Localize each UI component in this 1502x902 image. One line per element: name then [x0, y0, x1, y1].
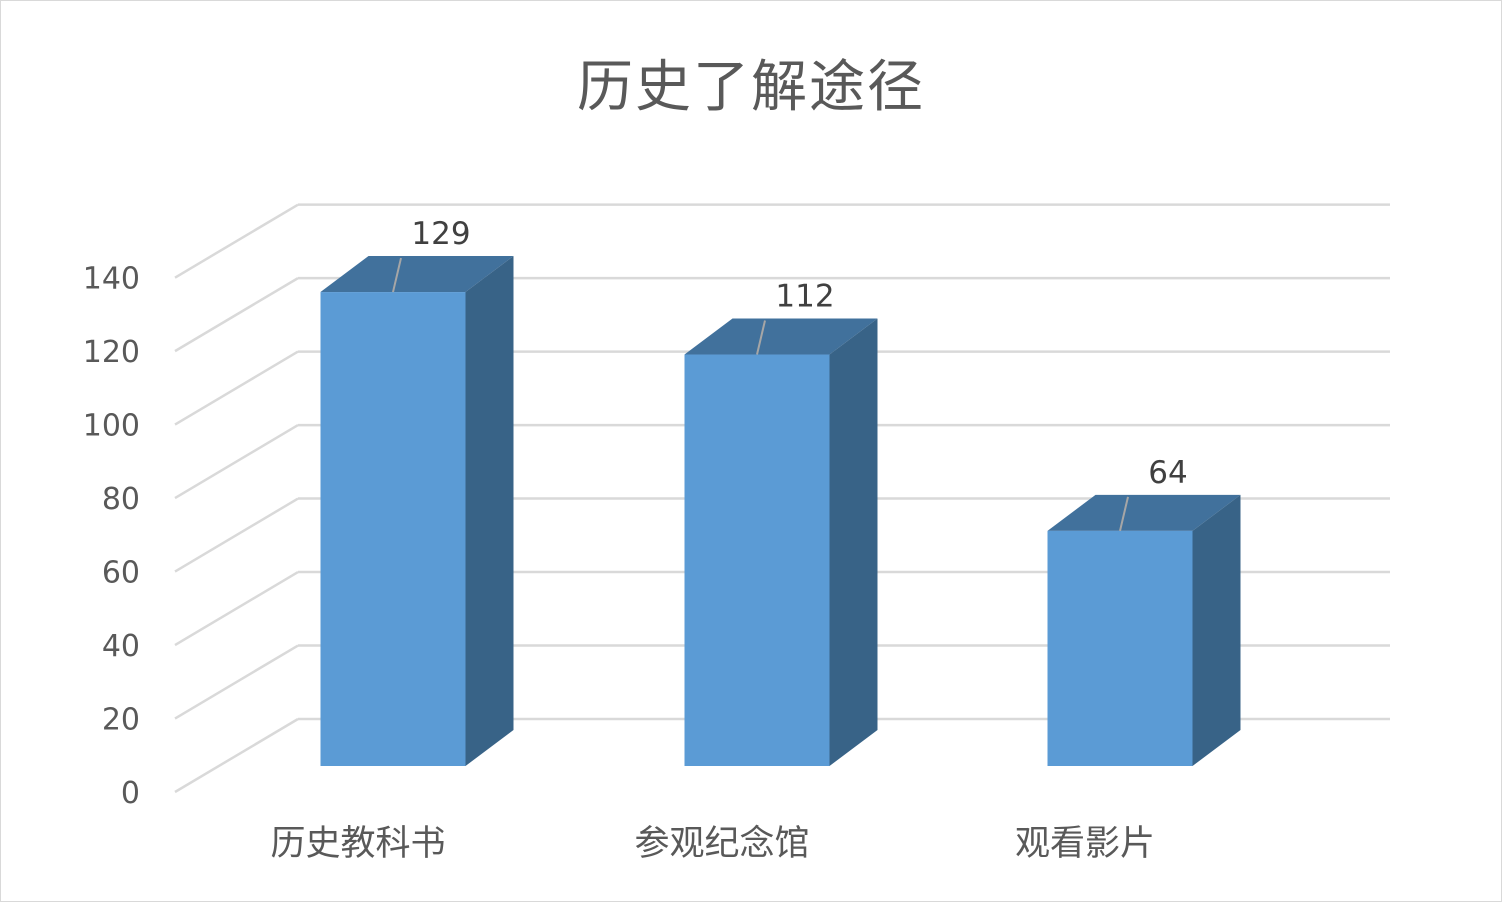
y-tick-label: 80	[102, 482, 140, 517]
gridline-depth-60	[174, 497, 299, 573]
y-tick-label: 100	[83, 409, 140, 444]
gridline-depth-40	[174, 570, 299, 647]
x-tick-label: 观看影片	[1015, 824, 1155, 864]
bar-side	[465, 256, 514, 766]
gridline-depth-80	[174, 424, 299, 500]
bar-side	[1192, 494, 1241, 766]
bar	[684, 354, 830, 766]
data-label-leader	[392, 257, 402, 293]
bar-top	[1047, 494, 1241, 531]
bar-top	[684, 318, 878, 355]
x-tick-label: 参观纪念馆	[634, 824, 809, 864]
chart-title: 历史了解途径	[577, 55, 925, 120]
y-tick-label: 20	[102, 703, 140, 738]
gridline-depth-140	[174, 203, 299, 279]
y-tick-label: 60	[102, 556, 140, 591]
gridline-depth-20	[174, 644, 299, 720]
y-tick-label: 120	[83, 335, 140, 370]
bar	[1047, 530, 1193, 766]
x-tick-label: 历史教科书	[270, 824, 445, 864]
y-tick-label: 40	[102, 629, 140, 664]
gridline-depth-0	[174, 717, 299, 794]
data-label: 129	[411, 216, 470, 252]
gridline-depth-120	[174, 277, 299, 353]
bar-side	[829, 318, 878, 766]
gridline-depth-100	[174, 350, 299, 426]
data-label-leader	[1119, 496, 1129, 532]
data-label: 112	[775, 279, 834, 315]
y-tick-label: 140	[83, 262, 140, 297]
bar-top	[320, 256, 514, 293]
data-label: 64	[1148, 455, 1187, 491]
data-label-leader	[756, 320, 766, 355]
bar	[320, 292, 466, 766]
y-tick-label: 0	[121, 776, 140, 811]
